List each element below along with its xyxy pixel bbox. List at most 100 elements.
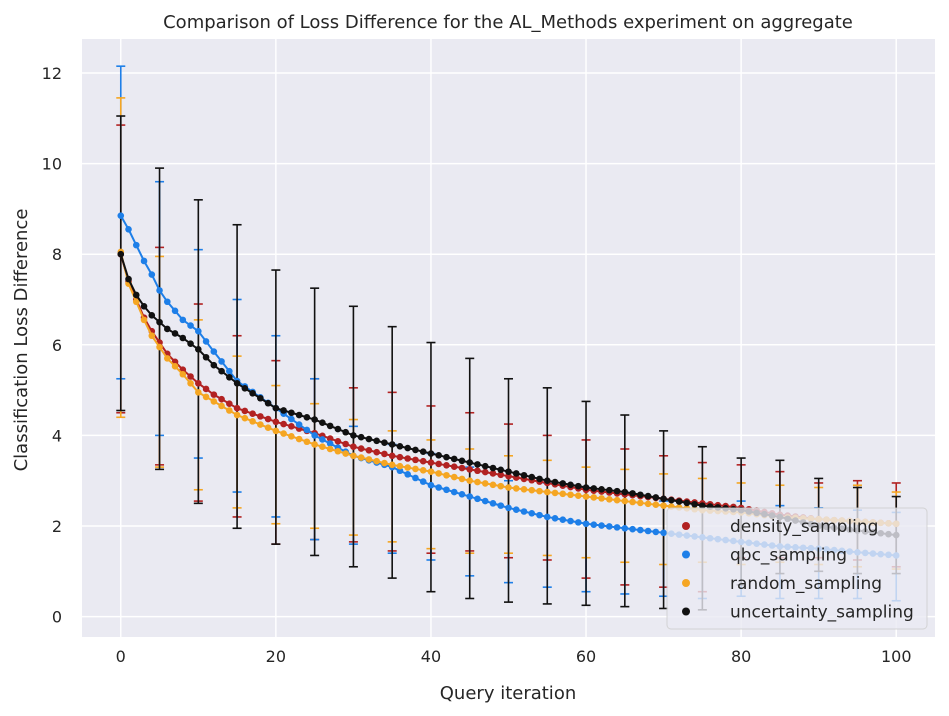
data-point xyxy=(334,437,342,445)
data-point xyxy=(450,473,458,481)
data-point xyxy=(435,484,443,491)
data-point xyxy=(613,524,621,531)
data-point xyxy=(195,380,202,387)
data-point xyxy=(264,424,272,432)
data-point xyxy=(334,447,342,455)
data-point xyxy=(202,393,210,401)
data-point xyxy=(319,419,326,427)
data-point xyxy=(567,491,574,499)
data-point xyxy=(574,492,582,499)
data-point xyxy=(699,502,706,509)
data-point xyxy=(342,440,349,448)
data-point xyxy=(528,473,536,481)
data-point xyxy=(621,497,629,505)
y-tick-label: 10 xyxy=(42,155,62,174)
data-point xyxy=(427,459,435,466)
data-point xyxy=(272,418,280,426)
data-point xyxy=(373,457,380,465)
data-point xyxy=(435,452,443,459)
data-point xyxy=(311,432,318,439)
data-point xyxy=(288,433,295,440)
data-point xyxy=(543,513,551,521)
data-point xyxy=(373,448,380,456)
data-point xyxy=(691,500,698,508)
data-point xyxy=(427,481,435,489)
data-point xyxy=(303,413,311,421)
data-point xyxy=(288,423,295,430)
data-point xyxy=(226,367,233,375)
data-point xyxy=(412,474,419,482)
data-point xyxy=(257,413,264,420)
data-point xyxy=(652,528,660,536)
data-point xyxy=(660,529,667,537)
data-point xyxy=(637,491,644,499)
data-point xyxy=(187,340,194,347)
data-point xyxy=(280,430,287,437)
data-point xyxy=(412,446,419,454)
data-point xyxy=(443,486,450,494)
data-point xyxy=(264,415,272,423)
x-tick-label: 100 xyxy=(881,647,912,666)
data-point xyxy=(481,468,489,476)
data-point xyxy=(582,520,590,528)
data-point xyxy=(466,477,474,485)
data-point xyxy=(396,453,404,461)
data-point xyxy=(396,467,404,475)
data-point xyxy=(195,327,202,335)
data-point xyxy=(140,302,148,310)
data-point xyxy=(179,370,187,378)
data-point xyxy=(505,468,512,475)
data-point xyxy=(295,411,303,419)
data-point xyxy=(156,343,163,351)
data-point xyxy=(140,316,148,324)
data-point xyxy=(148,332,156,340)
legend-label: random_sampling xyxy=(730,574,882,594)
x-tick-label: 20 xyxy=(266,647,286,666)
legend-marker xyxy=(682,550,690,559)
data-point xyxy=(598,522,605,529)
data-point xyxy=(280,407,287,414)
data-point xyxy=(412,456,419,464)
y-tick-label: 4 xyxy=(52,426,62,445)
data-point xyxy=(388,441,396,448)
data-point xyxy=(497,502,505,509)
data-point xyxy=(551,478,559,486)
data-point xyxy=(512,485,520,492)
data-point xyxy=(458,475,466,483)
data-point xyxy=(326,422,334,430)
data-point xyxy=(443,471,450,479)
legend-label: density_sampling xyxy=(730,517,878,537)
legend: density_sampling qbc_sampling random_sampl… xyxy=(666,507,928,630)
data-point xyxy=(559,480,567,487)
data-point xyxy=(474,495,481,503)
data-point xyxy=(536,487,543,495)
data-point xyxy=(567,481,574,489)
data-point xyxy=(148,271,156,278)
data-point xyxy=(187,322,194,329)
x-tick-label: 40 xyxy=(421,647,441,666)
data-point xyxy=(606,486,613,494)
data-point xyxy=(156,287,163,294)
data-point xyxy=(427,450,435,457)
data-point xyxy=(481,480,489,487)
y-tick-label: 12 xyxy=(42,64,62,83)
data-point xyxy=(132,241,140,249)
legend-marker xyxy=(682,579,690,587)
data-point xyxy=(481,497,489,505)
data-point xyxy=(427,468,435,475)
data-point xyxy=(226,373,233,381)
data-point xyxy=(226,400,233,407)
data-point xyxy=(497,471,505,479)
data-point xyxy=(272,404,280,412)
data-point xyxy=(474,478,481,486)
y-tick-label: 8 xyxy=(52,245,62,264)
data-point xyxy=(668,496,675,504)
data-point xyxy=(512,470,520,477)
data-point xyxy=(458,464,466,472)
data-point xyxy=(419,457,427,465)
data-point xyxy=(187,380,194,387)
data-point xyxy=(489,481,497,489)
data-point xyxy=(559,516,567,523)
data-point xyxy=(350,432,357,439)
data-point xyxy=(241,384,249,392)
